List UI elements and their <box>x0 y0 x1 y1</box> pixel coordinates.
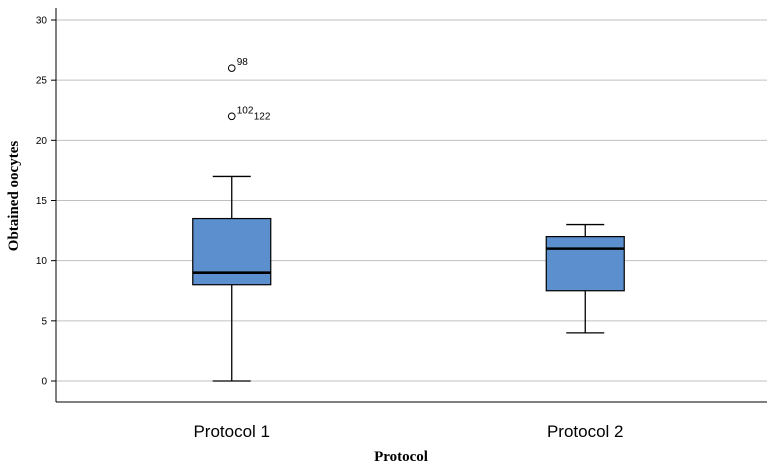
y-axis-ticks: 0 5 10 15 20 25 30 <box>36 16 56 388</box>
y-tick-label: 0 <box>41 377 47 388</box>
outlier-label: 102 <box>237 105 254 116</box>
y-tick-label: 15 <box>36 196 48 207</box>
y-axis-title: Obtained oocytes <box>6 141 22 252</box>
box-group <box>545 223 625 334</box>
gridlines <box>56 19 767 382</box>
y-tick-label: 25 <box>36 76 48 87</box>
iqr-box <box>192 217 272 286</box>
iqr-box <box>545 236 625 292</box>
outlier-point <box>227 64 236 72</box>
y-tick-label: 20 <box>36 136 48 147</box>
y-tick-label: 30 <box>36 16 48 27</box>
x-category-label: Protocol 1 <box>193 422 270 441</box>
x-axis-title: Protocol <box>374 449 428 463</box>
x-category-label: Protocol 2 <box>547 422 624 441</box>
outlier-point <box>227 112 236 121</box>
y-tick-label: 10 <box>36 256 48 267</box>
outlier-label: 122 <box>254 111 271 122</box>
y-tick-label: 5 <box>41 316 47 327</box>
outlier-label: 98 <box>237 57 249 68</box>
x-axis-categories: Protocol 1 Protocol 2 <box>193 422 623 441</box>
